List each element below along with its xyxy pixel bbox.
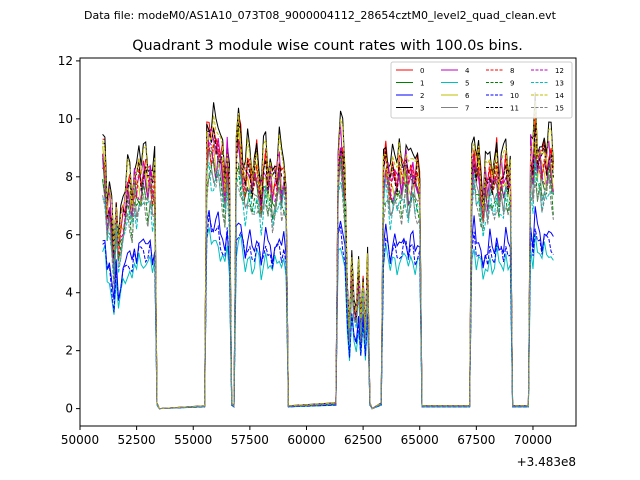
series-line-13: [102, 159, 554, 410]
legend-label: 6: [465, 92, 470, 100]
series-line-5: [102, 227, 554, 410]
x-tick-label: 52500: [118, 433, 156, 447]
legend-label: 13: [555, 80, 564, 88]
x-tick-label: 60000: [287, 433, 325, 447]
y-tick-label: 0: [65, 402, 73, 416]
legend-label: 5: [465, 80, 469, 88]
legend-label: 12: [555, 67, 564, 75]
series-line-15: [102, 162, 554, 410]
series-layer: [102, 92, 554, 410]
x-tick-label: 65000: [401, 433, 439, 447]
y-tick-label: 6: [65, 228, 73, 242]
x-axis: 50000 52500 55000 57500 60000 62500 65000 67500…: [61, 426, 552, 447]
suptitle: Data file: modeM0/AS1A10_073T08_90000041…: [84, 9, 557, 22]
y-tick-label: 4: [65, 286, 73, 300]
y-tick-label: 2: [65, 344, 73, 358]
legend-label: 14: [555, 92, 564, 100]
legend-box: [390, 61, 573, 119]
y-tick-label: 8: [65, 170, 73, 184]
x-tick-label: 55000: [174, 433, 212, 447]
legend-label: 4: [465, 67, 470, 75]
x-tick-label: 67500: [457, 433, 495, 447]
legend-label: 1: [420, 80, 424, 88]
series-line-3: [102, 92, 554, 410]
legend-label: 2: [420, 92, 424, 100]
legend-label: 3: [420, 105, 424, 113]
legend-label: 7: [465, 105, 469, 113]
x-tick-label: 70000: [514, 433, 552, 447]
x-axis-offset-label: +3.483e8: [517, 455, 576, 469]
legend-label: 8: [510, 67, 514, 75]
y-tick-label: 12: [58, 54, 73, 68]
y-tick-label: 10: [58, 112, 73, 126]
y-axis: 0 2 4 6 8 10 12: [58, 54, 80, 416]
legend-label: 11: [510, 105, 519, 113]
legend-label: 0: [420, 67, 424, 75]
plot-frame: [79, 57, 577, 427]
x-tick-label: 62500: [344, 433, 382, 447]
series-line-10: [102, 214, 554, 410]
series-line-14: [102, 100, 554, 410]
legend-label: 10: [510, 92, 519, 100]
legend-label: 15: [555, 105, 564, 113]
chart-title: Quadrant 3 module wise count rates with …: [132, 38, 523, 54]
x-tick-label: 50000: [61, 433, 99, 447]
x-tick-label: 57500: [231, 433, 269, 447]
legend-label: 9: [510, 80, 514, 88]
